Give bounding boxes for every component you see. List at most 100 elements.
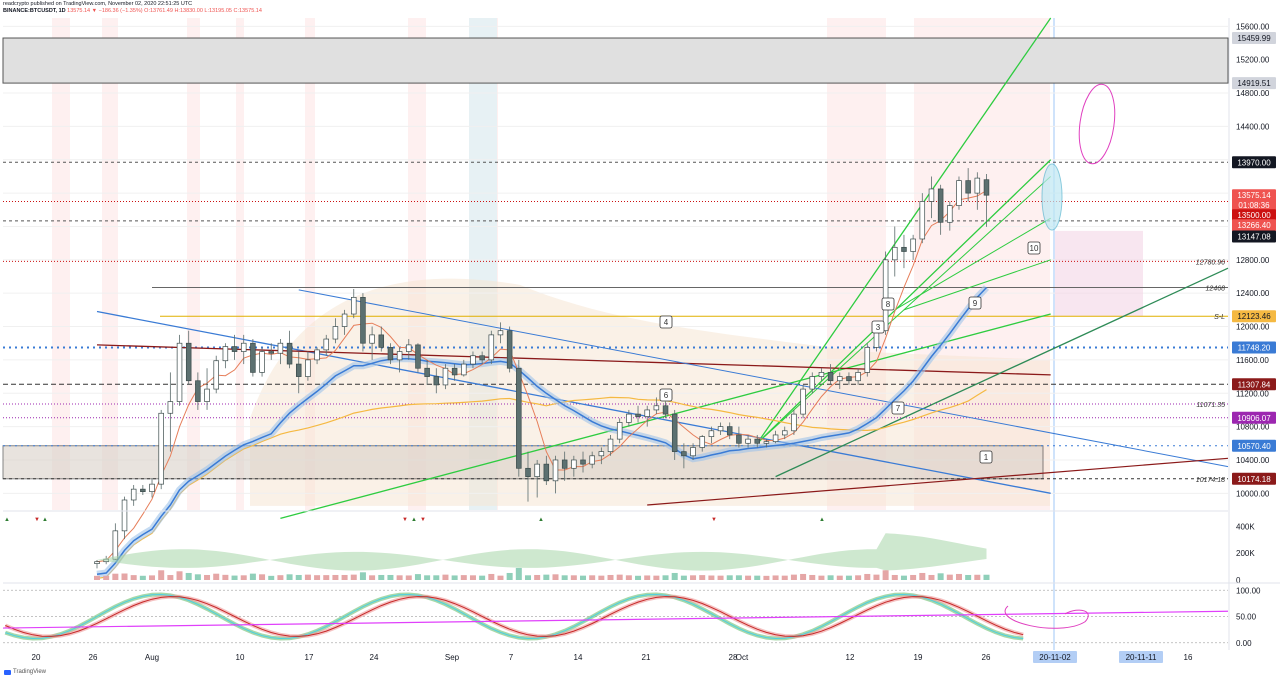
volume-bar	[332, 574, 339, 580]
volume-tick: 0	[1236, 576, 1241, 585]
volume-bar	[809, 574, 816, 580]
volume-bar	[781, 575, 788, 580]
volume-bar	[708, 575, 715, 580]
volume-bar	[479, 575, 486, 580]
volume-bar	[965, 574, 972, 580]
candle-body	[424, 367, 430, 377]
candle-body	[433, 376, 440, 386]
volume-bar	[469, 575, 476, 580]
candle-body	[717, 426, 724, 432]
volume-bar	[534, 574, 541, 580]
x-tick: 20	[32, 653, 41, 662]
volume-bar	[488, 573, 495, 580]
price-label-bg	[1232, 219, 1276, 232]
ma-20-line	[96, 286, 988, 575]
session-shade	[102, 18, 118, 510]
session-shade	[305, 18, 315, 510]
x-tick: 7	[509, 653, 514, 662]
ma-50-line	[96, 389, 987, 579]
volume-bar	[580, 575, 587, 580]
volume-bar	[295, 574, 302, 580]
blue-trend-line	[298, 289, 1229, 468]
session-shade	[236, 18, 244, 510]
candle-body	[635, 413, 641, 417]
price-label-bg	[1232, 310, 1276, 323]
price-label: 13500.00	[1237, 211, 1271, 220]
date-highlight-bg	[1033, 651, 1077, 663]
x-tick: 12	[846, 653, 855, 662]
price-tick: 14800.00	[1236, 89, 1270, 98]
volume-bar	[369, 575, 376, 580]
volume-bar	[442, 574, 449, 580]
volume-bar	[680, 575, 687, 580]
price-label: 11748.20	[1238, 344, 1271, 353]
volume-bar	[304, 574, 311, 580]
session-shade	[52, 18, 70, 510]
candle-body	[947, 205, 953, 223]
price-label: 13575.14	[1237, 191, 1271, 200]
price-label-bg	[1232, 189, 1276, 202]
volume-bar	[231, 575, 238, 580]
price-label-bg	[1232, 378, 1276, 391]
volume-bar	[653, 575, 660, 580]
volume-bar	[405, 575, 412, 580]
volume-bar	[497, 575, 504, 580]
candle-body	[910, 238, 916, 252]
candle-body	[213, 360, 219, 390]
candle-body	[305, 359, 311, 377]
candle-body	[818, 372, 825, 377]
candle-body	[506, 330, 513, 369]
candle-body	[837, 376, 843, 382]
green-fan-1	[756, 17, 1052, 444]
candle-body	[140, 488, 146, 493]
price-tick: 10400.00	[1236, 456, 1270, 465]
x-tick: 10	[236, 653, 245, 662]
price-annotation: 10174.18	[1196, 477, 1225, 484]
price-label: 13266.40	[1237, 221, 1271, 230]
candle-body	[121, 499, 128, 532]
candle-body	[112, 530, 119, 560]
volume-bar	[644, 575, 651, 580]
volume-bar	[249, 573, 256, 580]
price-tick: 10000.00	[1236, 489, 1270, 498]
volume-bar	[699, 575, 706, 580]
candle-body	[956, 180, 962, 206]
callout-box	[881, 297, 895, 311]
volume-bar	[635, 575, 642, 580]
candle-body	[497, 330, 504, 336]
price-tick: 11200.00	[1236, 389, 1269, 398]
price-label: 11307.84	[1238, 380, 1271, 389]
osc-tick: 0.00	[1236, 639, 1252, 648]
volume-bar	[625, 575, 632, 580]
candle-body	[827, 372, 834, 382]
candle-body	[525, 467, 531, 477]
tradingview-logo-icon	[4, 669, 11, 675]
x-tick: 26	[89, 653, 98, 662]
candle-body	[726, 426, 733, 436]
price-axis-bg	[1229, 16, 1280, 650]
x-tick: Sep	[445, 653, 460, 662]
volume-bar	[222, 574, 229, 580]
candle-body	[690, 447, 696, 457]
candle-body	[341, 313, 348, 327]
callout-label: 6	[664, 391, 669, 400]
candle-body	[277, 342, 284, 354]
candle-body	[919, 201, 926, 240]
volume-bar	[662, 575, 669, 580]
candle-body	[387, 347, 394, 361]
volume-bar	[717, 575, 724, 580]
candle-body	[149, 483, 155, 493]
candle-body	[479, 355, 485, 361]
candle-body	[231, 346, 238, 352]
volume-bar	[790, 574, 797, 580]
callout-label: 9	[973, 299, 978, 308]
volume-bar	[167, 575, 174, 580]
signal-marker: ▼	[420, 517, 426, 523]
candle-body	[470, 355, 476, 365]
ohlc-readout: 13575.14 ▼ −186.36 (−1.35%) O:13761.49 H…	[67, 8, 262, 14]
candle-body	[754, 438, 760, 444]
symbol-label[interactable]: BINANCE:BTCUSDT, 1D	[3, 8, 66, 14]
x-tick: 20-11-02	[1039, 653, 1071, 662]
candle-body	[846, 376, 852, 382]
